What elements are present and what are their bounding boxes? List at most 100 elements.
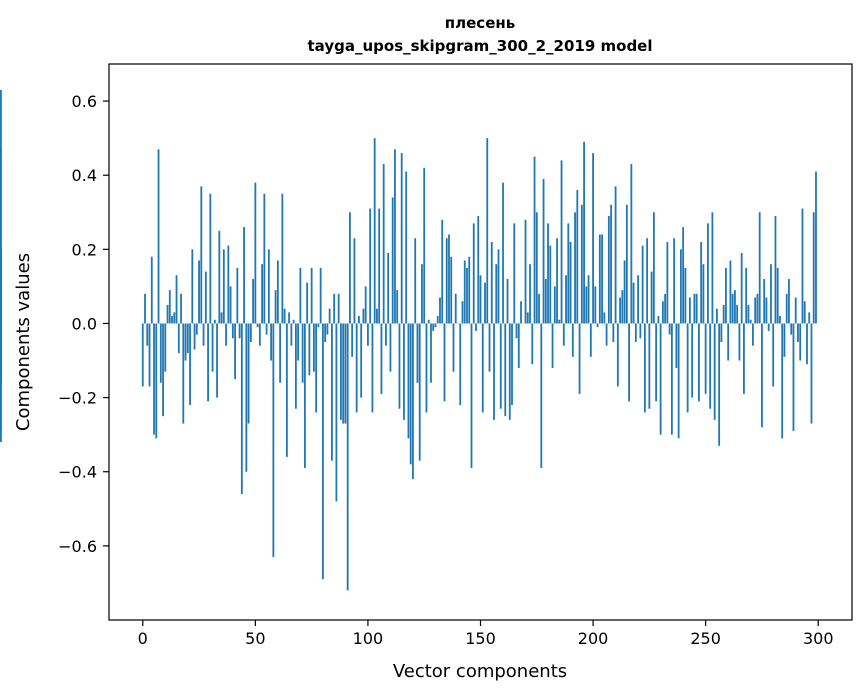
bar bbox=[279, 323, 282, 383]
bar bbox=[535, 212, 538, 324]
bar bbox=[394, 149, 396, 324]
bar bbox=[261, 264, 263, 324]
bar bbox=[405, 171, 408, 324]
bar bbox=[240, 323, 243, 494]
bar bbox=[511, 323, 513, 406]
bar bbox=[630, 164, 633, 324]
bar bbox=[515, 323, 518, 339]
bar bbox=[758, 212, 761, 324]
bar bbox=[445, 238, 448, 324]
bar bbox=[664, 293, 667, 324]
bar bbox=[310, 267, 313, 324]
bar bbox=[808, 312, 811, 324]
bar bbox=[294, 323, 297, 409]
bar bbox=[198, 260, 200, 324]
x-tick-label: 50 bbox=[245, 629, 265, 648]
bar bbox=[499, 323, 502, 409]
bar bbox=[321, 323, 324, 580]
bar bbox=[200, 186, 203, 324]
bar bbox=[506, 278, 509, 324]
bar bbox=[466, 267, 468, 324]
bar bbox=[776, 267, 779, 324]
bar bbox=[168, 290, 171, 324]
bar bbox=[236, 267, 239, 324]
bar bbox=[270, 323, 273, 361]
bar bbox=[209, 193, 212, 324]
bar bbox=[157, 149, 160, 324]
y-tick-label: 0.0 bbox=[72, 314, 97, 333]
bar bbox=[423, 167, 426, 324]
bar bbox=[497, 249, 500, 324]
bar bbox=[385, 323, 387, 346]
bar bbox=[346, 323, 349, 591]
y-axis-label: Components values bbox=[13, 253, 34, 431]
bar bbox=[414, 238, 417, 324]
bar bbox=[673, 238, 676, 324]
bar bbox=[162, 323, 164, 417]
bar bbox=[688, 297, 691, 324]
bar bbox=[222, 249, 225, 324]
bar bbox=[749, 319, 752, 324]
bar bbox=[691, 323, 694, 398]
y-tick-label: 0.4 bbox=[72, 166, 97, 185]
bar bbox=[722, 304, 725, 324]
bar bbox=[317, 323, 320, 328]
bar bbox=[258, 323, 261, 346]
bar bbox=[274, 290, 277, 324]
bar bbox=[569, 241, 572, 324]
bar bbox=[623, 260, 626, 324]
bar bbox=[267, 249, 270, 324]
bar bbox=[173, 312, 176, 324]
bar bbox=[542, 178, 545, 324]
bar bbox=[184, 323, 187, 361]
bar bbox=[531, 323, 534, 365]
bar bbox=[614, 186, 617, 324]
chart-title: плесень bbox=[445, 14, 515, 32]
bar bbox=[745, 267, 748, 324]
bar bbox=[468, 256, 471, 324]
bar bbox=[182, 323, 185, 424]
bar bbox=[747, 304, 750, 324]
x-tick-label: 0 bbox=[138, 629, 148, 648]
bar bbox=[504, 323, 507, 417]
bar bbox=[238, 323, 241, 339]
bar bbox=[556, 238, 558, 324]
bar bbox=[344, 323, 347, 424]
bar bbox=[263, 193, 266, 324]
bar bbox=[306, 282, 309, 324]
bar bbox=[312, 323, 315, 372]
bar bbox=[380, 323, 383, 394]
x-tick-label: 100 bbox=[353, 629, 384, 648]
bar bbox=[155, 323, 158, 439]
bar bbox=[288, 312, 291, 324]
bar bbox=[227, 245, 230, 324]
bar bbox=[493, 323, 495, 420]
bar bbox=[698, 323, 700, 402]
bar bbox=[783, 323, 786, 357]
bar bbox=[770, 264, 772, 324]
bar bbox=[475, 323, 477, 331]
bar bbox=[508, 323, 511, 420]
bar bbox=[797, 323, 799, 342]
bar bbox=[655, 323, 658, 402]
bar bbox=[434, 323, 437, 328]
bar bbox=[409, 323, 412, 465]
bar bbox=[0, 278, 2, 324]
bar bbox=[711, 212, 714, 324]
bar bbox=[186, 323, 189, 354]
bar bbox=[141, 323, 144, 387]
bar bbox=[353, 238, 356, 324]
bar bbox=[229, 286, 232, 324]
bar bbox=[412, 323, 414, 480]
bar bbox=[544, 278, 547, 324]
bar bbox=[781, 323, 784, 439]
bar bbox=[0, 323, 2, 443]
bar bbox=[709, 323, 712, 409]
bar bbox=[734, 290, 736, 324]
bar bbox=[421, 264, 423, 324]
bar bbox=[549, 245, 552, 324]
bar bbox=[177, 323, 180, 354]
bar bbox=[443, 323, 446, 402]
bar bbox=[175, 275, 178, 324]
